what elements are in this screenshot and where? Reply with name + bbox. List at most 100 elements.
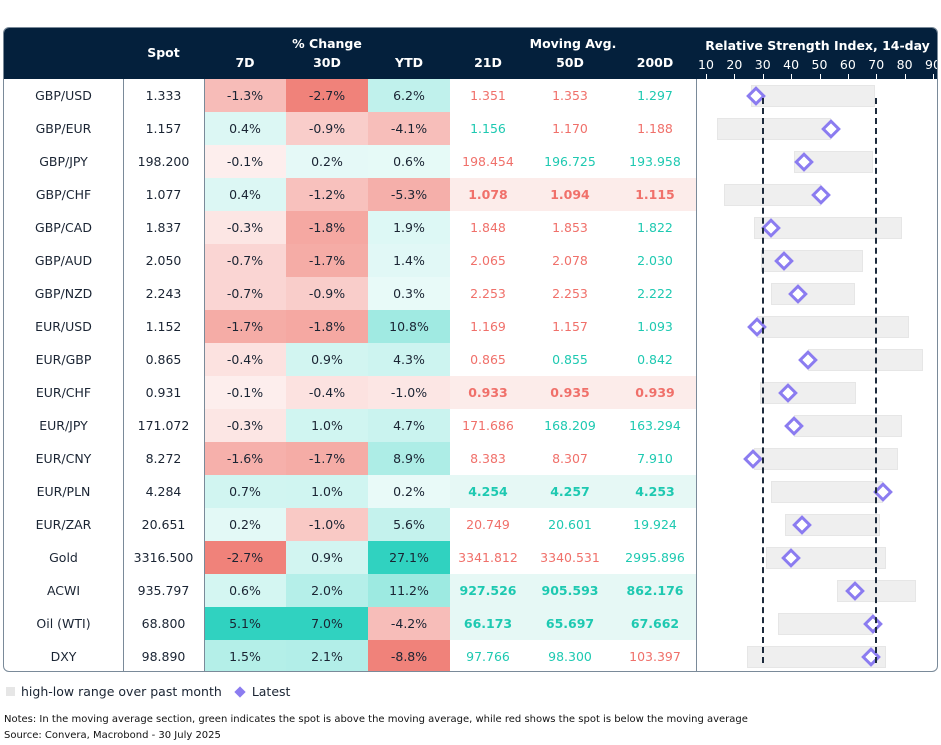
rsi-range-bar — [757, 316, 909, 338]
rsi-tick-label: 30 — [754, 57, 771, 72]
cell-ma21: 2.065 — [470, 253, 506, 268]
cell-ma21: 4.254 — [468, 484, 508, 499]
cell-name: ACWI — [46, 583, 81, 598]
cell-ytd: -8.8% — [368, 640, 450, 671]
cell-ma50: 905.593 — [541, 583, 599, 598]
legend: high-low range over past month Latest — [6, 684, 290, 699]
cell-ma50: 1.157 — [552, 319, 588, 334]
rsi-range-bar — [771, 481, 884, 503]
cell-ma21: 3341.812 — [458, 550, 518, 565]
cell-d7: 5.1% — [204, 607, 286, 640]
cell-name: GBP/USD — [35, 88, 92, 103]
cell-spot: 4.284 — [145, 484, 182, 499]
cell-ma200: 2.222 — [637, 286, 673, 301]
header-moving-avg: Moving Avg. — [529, 36, 617, 51]
cell-ma50: 168.209 — [544, 418, 596, 433]
cell-ma200: 0.939 — [635, 385, 675, 400]
cell-d7: -0.7% — [204, 277, 286, 310]
ma-highlight — [450, 607, 696, 640]
cell-ma21: 20.749 — [466, 517, 510, 532]
cell-d7: 0.7% — [204, 475, 286, 508]
cell-ma200: 1.297 — [637, 88, 673, 103]
cell-d30: 7.0% — [286, 607, 368, 640]
cell-name: EUR/CHF — [35, 385, 92, 400]
cell-d7: -1.6% — [204, 442, 286, 475]
cell-ma200: 19.924 — [633, 517, 677, 532]
cell-d7: -1.7% — [204, 310, 286, 343]
cell-ma200: 1.115 — [635, 187, 675, 202]
cell-spot: 2.050 — [145, 253, 182, 268]
header-pct-change: % Change — [292, 36, 362, 51]
cell-ma21: 1.078 — [468, 187, 508, 202]
cell-spot: 1.157 — [145, 121, 182, 136]
cell-ma21: 8.383 — [470, 451, 506, 466]
table-row: EUR/GBP 0.865 -0.4% 0.9% 4.3% 0.865 0.855 0.842 — [4, 343, 937, 376]
cell-ma50: 1.094 — [550, 187, 590, 202]
rsi-range-bar — [754, 217, 902, 239]
cell-ma21: 1.351 — [470, 88, 506, 103]
cell-d7: 0.4% — [204, 178, 286, 211]
cell-d7: -0.7% — [204, 244, 286, 277]
rsi-range-bar — [771, 283, 855, 305]
cell-name: GBP/JPY — [39, 154, 88, 169]
cell-d7: -0.3% — [204, 211, 286, 244]
cell-spot: 1.837 — [145, 220, 182, 235]
cell-ma21: 1.169 — [470, 319, 506, 334]
rsi-tick-mark — [734, 74, 736, 79]
cell-spot: 1.152 — [145, 319, 182, 334]
header-7d: 7D — [235, 55, 255, 70]
divider — [696, 79, 697, 671]
cell-d30: -1.0% — [286, 508, 368, 541]
cell-ma50: 8.307 — [552, 451, 588, 466]
cell-ytd: 5.6% — [368, 508, 450, 541]
cell-ma21: 927.526 — [459, 583, 517, 598]
cell-spot: 1.333 — [145, 88, 182, 103]
cell-ma200: 103.397 — [629, 649, 681, 664]
table-row: ACWI 935.797 0.6% 2.0% 11.2% 927.526 905.593 86… — [4, 574, 937, 607]
rsi-range-bar — [759, 382, 857, 404]
rsi-tick-label: 50 — [811, 57, 828, 72]
table-row: GBP/JPY 198.200 -0.1% 0.2% 0.6% 198.454 196.72… — [4, 145, 937, 178]
cell-name: EUR/JPY — [39, 418, 88, 433]
cell-ma50: 2.253 — [552, 286, 588, 301]
cell-spot: 3316.500 — [133, 550, 194, 565]
rsi-reference-line — [761, 98, 764, 663]
cell-name: EUR/USD — [35, 319, 92, 334]
rsi-tick-label: 40 — [783, 57, 800, 72]
cell-ytd: 1.9% — [368, 211, 450, 244]
cell-ma50: 2.078 — [552, 253, 588, 268]
cell-d7: 1.5% — [204, 640, 286, 671]
cell-ma200: 2.030 — [637, 253, 673, 268]
cell-ma21: 2.253 — [470, 286, 506, 301]
fx-table: Spot % Change 7D 30D YTD Moving Avg. 21D… — [3, 27, 938, 672]
cell-d30: -0.4% — [286, 376, 368, 409]
cell-spot: 0.865 — [145, 352, 182, 367]
cell-spot: 171.072 — [137, 418, 190, 433]
source: Source: Convera, Macrobond - 30 July 202… — [4, 730, 221, 741]
cell-ytd: 1.4% — [368, 244, 450, 277]
cell-spot: 935.797 — [137, 583, 190, 598]
rsi-tick-label: 60 — [839, 57, 856, 72]
cell-spot: 8.272 — [145, 451, 182, 466]
header-21d: 21D — [474, 55, 502, 70]
cell-d30: -2.7% — [286, 79, 368, 112]
cell-d30: 2.1% — [286, 640, 368, 671]
cell-ytd: 4.3% — [368, 343, 450, 376]
cell-spot: 20.651 — [141, 517, 186, 532]
cell-ytd: -5.3% — [368, 178, 450, 211]
table-row: GBP/AUD 2.050 -0.7% -1.7% 1.4% 2.065 2.078 2.03… — [4, 244, 937, 277]
cell-ma200: 4.253 — [635, 484, 675, 499]
ma-highlight — [450, 376, 696, 409]
rsi-range-bar — [751, 85, 875, 107]
cell-spot: 0.931 — [145, 385, 182, 400]
cell-ytd: 27.1% — [368, 541, 450, 574]
cell-d30: -1.7% — [286, 442, 368, 475]
header-200d: 200D — [636, 55, 674, 70]
header-50d: 50D — [556, 55, 584, 70]
cell-ma50: 196.725 — [544, 154, 596, 169]
cell-d7: -1.3% — [204, 79, 286, 112]
cell-ma50: 98.300 — [548, 649, 592, 664]
cell-d7: -2.7% — [204, 541, 286, 574]
header-spot: Spot — [147, 45, 180, 60]
rsi-tick-mark — [876, 74, 878, 79]
